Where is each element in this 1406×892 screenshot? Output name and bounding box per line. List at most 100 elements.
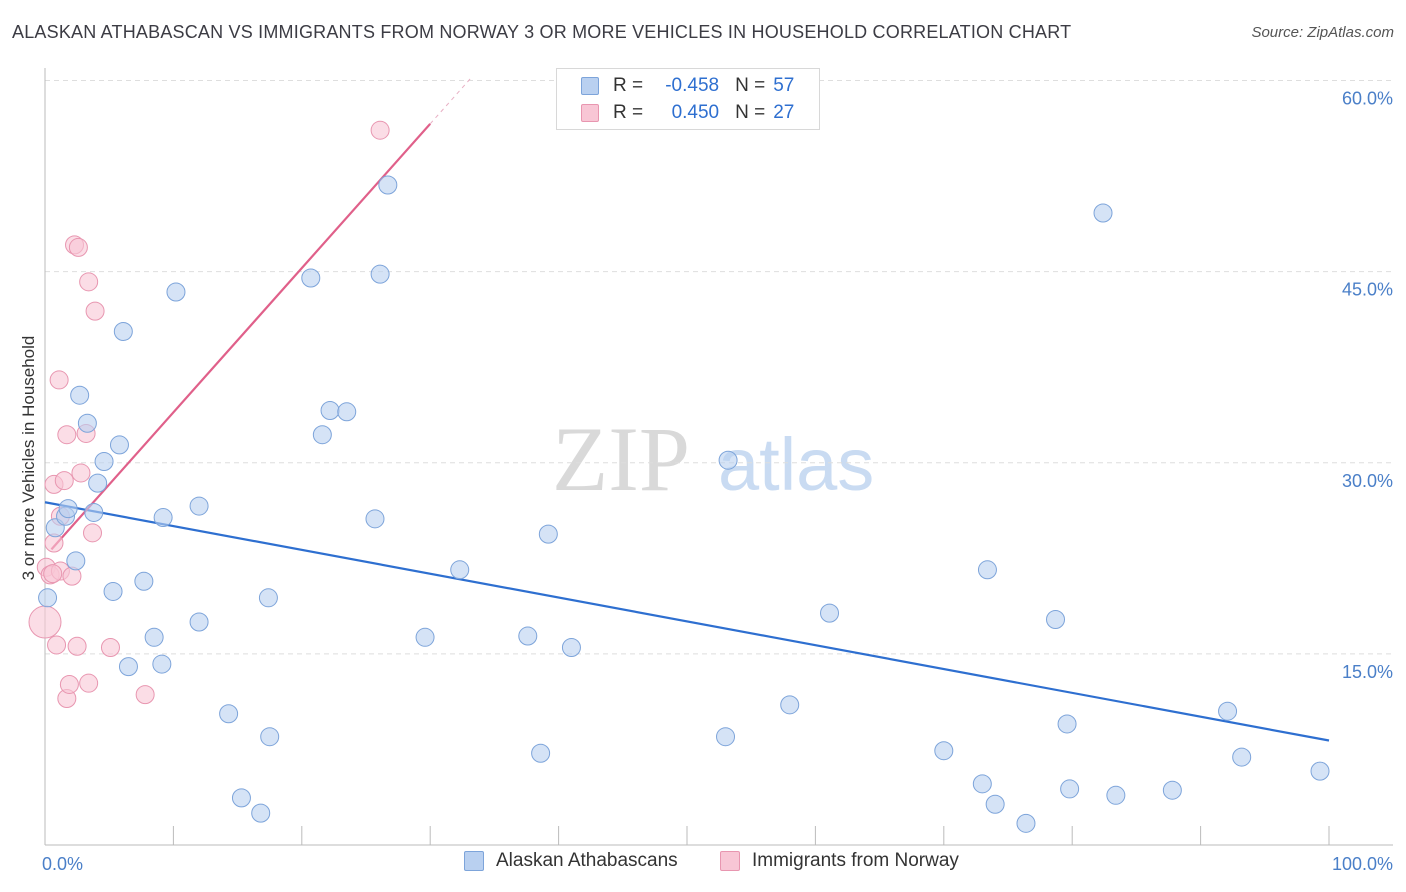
data-point-athabascan <box>189 496 209 516</box>
legend-swatch-pink <box>581 104 599 122</box>
y-tick-label: 45.0% <box>1342 280 1393 300</box>
data-point-norway <box>79 673 99 693</box>
chart-source: Source: ZipAtlas.com <box>1251 24 1394 41</box>
data-point-norway <box>49 370 69 390</box>
data-point-athabascan <box>301 268 321 288</box>
data-point-athabascan <box>1106 785 1126 805</box>
x-tick-label-min: 0.0% <box>42 854 83 874</box>
legend-label-athabascans: Alaskan Athabascans <box>496 850 678 871</box>
data-point-athabascan <box>1162 780 1182 800</box>
data-point-athabascan <box>77 413 97 433</box>
data-point-athabascan <box>152 654 172 674</box>
data-point-norway <box>57 425 77 445</box>
grid-lines <box>45 80 1393 655</box>
y-tick-labels: 15.0% 30.0% 45.0% 60.0% <box>1342 89 1393 682</box>
legend-swatch-pink <box>720 851 740 871</box>
data-point-athabascan <box>66 551 86 571</box>
data-point-norway <box>71 463 91 483</box>
data-point-athabascan <box>70 385 90 405</box>
data-point-athabascan <box>1057 714 1077 734</box>
x-tick-labels: 0.0% 100.0% <box>42 854 1393 874</box>
legend-item-norway: Immigrants from Norway <box>720 850 959 872</box>
data-point-athabascan <box>1060 779 1080 799</box>
data-point-athabascan <box>1016 813 1036 833</box>
legend-row-norway: R = 0.450 N = 27 <box>581 100 794 126</box>
data-point-athabascan <box>260 727 280 747</box>
legend-swatch-blue <box>581 77 599 95</box>
data-point-norway <box>68 237 88 257</box>
data-point-athabascan <box>370 264 390 284</box>
trend-line-athabascans <box>44 501 1330 742</box>
watermark-zip: ZIP <box>552 408 690 510</box>
data-point-athabascan <box>88 473 108 493</box>
legend-r-label: R = <box>613 75 644 96</box>
legend-n-value: 57 <box>773 75 795 96</box>
data-point-athabascan <box>337 402 357 422</box>
y-axis-label: 3 or more Vehicles in Household <box>19 336 38 581</box>
data-point-athabascan <box>977 560 997 580</box>
data-point-norway <box>135 685 155 705</box>
y-tick-label: 60.0% <box>1342 89 1393 109</box>
legend-n-value: 27 <box>773 102 795 123</box>
data-point-athabascan <box>118 657 138 677</box>
legend-n-label: N = <box>735 75 766 96</box>
data-point-athabascan <box>1218 701 1238 721</box>
data-point-athabascan <box>1310 761 1330 781</box>
data-point-norway <box>83 523 103 543</box>
legend-item-athabascans: Alaskan Athabascans <box>464 850 678 872</box>
data-point-athabascan <box>84 502 104 522</box>
data-point-norway <box>54 471 74 491</box>
data-point-athabascan <box>1046 609 1066 629</box>
data-point-norway <box>43 564 63 584</box>
trend-line-norway <box>50 123 432 551</box>
correlation-legend: R = -0.458 N = 57 R = 0.450 N = 27 <box>556 68 820 130</box>
data-point-athabascan <box>189 612 209 632</box>
data-point-athabascan <box>320 401 340 421</box>
data-point-athabascan <box>378 175 398 195</box>
data-point-athabascan <box>780 695 800 715</box>
legend-r-value: 0.450 <box>671 102 720 123</box>
data-point-athabascan <box>415 627 435 647</box>
data-point-athabascan <box>450 560 470 580</box>
data-point-athabascan <box>365 509 385 529</box>
data-point-athabascan <box>103 581 123 601</box>
data-point-athabascan <box>144 627 164 647</box>
x-tick-label-max: 100.0% <box>1332 854 1393 874</box>
series-legend: Alaskan Athabascans Immigrants from Norw… <box>0 850 1406 878</box>
data-point-athabascan <box>166 282 186 302</box>
data-point-athabascan <box>561 638 581 658</box>
series-alaskan-athabascans <box>38 175 1330 833</box>
data-point-norway <box>67 636 87 656</box>
watermark-atlas: atlas <box>718 423 874 506</box>
data-point-norway <box>59 674 79 694</box>
data-point-athabascan <box>985 794 1005 814</box>
data-point-athabascan <box>113 322 133 342</box>
data-point-athabascan <box>58 499 78 519</box>
legend-r-value: -0.458 <box>665 75 720 96</box>
legend-r-label: R = <box>613 102 644 123</box>
data-point-athabascan <box>38 588 58 608</box>
data-point-athabascan <box>258 588 278 608</box>
data-point-athabascan <box>718 450 738 470</box>
chart-title: ALASKAN ATHABASCAN VS IMMIGRANTS FROM NO… <box>12 22 1072 42</box>
legend-row-athabascans: R = -0.458 N = 57 <box>581 73 794 99</box>
legend-swatch-blue <box>464 851 484 871</box>
legend-label-norway: Immigrants from Norway <box>752 850 959 871</box>
data-point-norway <box>85 301 105 321</box>
data-point-athabascan <box>251 803 271 823</box>
data-point-athabascan <box>531 743 551 763</box>
data-point-athabascan <box>134 571 154 591</box>
data-point-athabascan <box>1232 747 1252 767</box>
data-point-athabascan <box>231 788 251 808</box>
data-point-athabascan <box>934 741 954 761</box>
trend-line-norway-extension <box>429 76 473 125</box>
data-point-norway <box>100 638 120 658</box>
data-point-athabascan <box>153 508 173 528</box>
trend-lines <box>44 76 1330 742</box>
zipatlas-watermark: ZIP atlas <box>552 408 874 510</box>
data-point-norway <box>28 605 62 639</box>
data-point-athabascan <box>109 435 129 455</box>
data-point-athabascan <box>94 451 114 471</box>
data-point-norway <box>370 120 390 140</box>
